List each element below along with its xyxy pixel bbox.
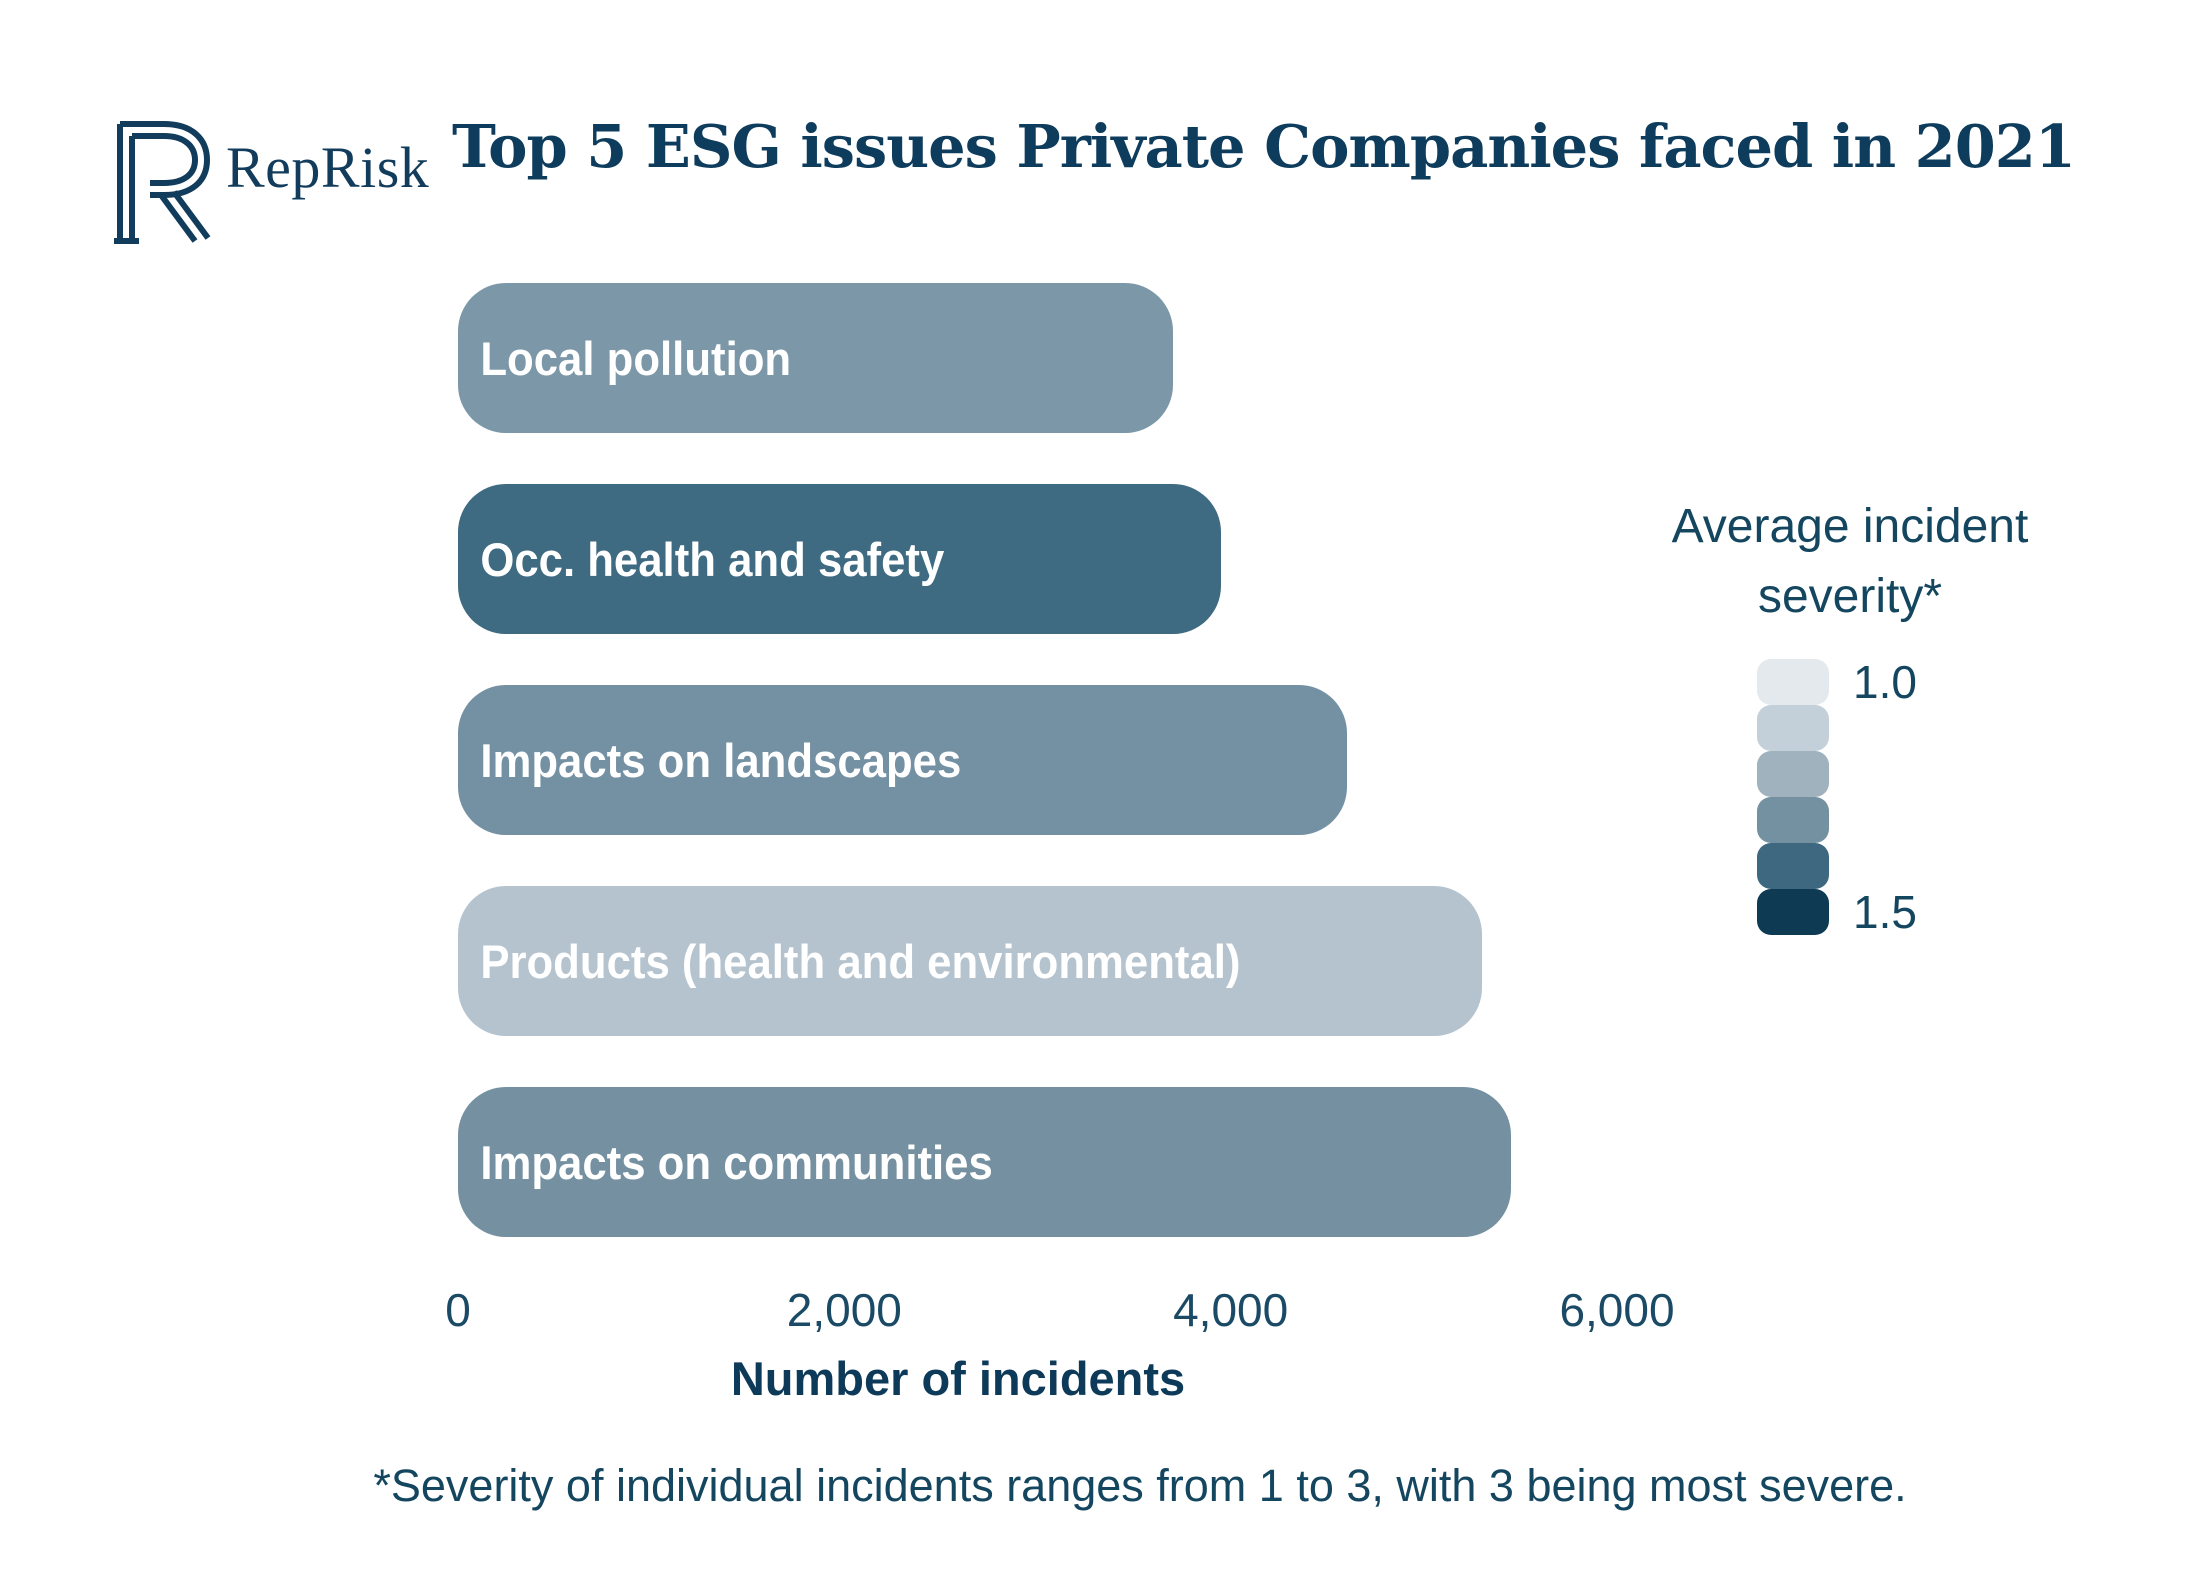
bar-impacts-on-communities: Impacts on communities <box>458 1087 1511 1237</box>
bar-local-pollution: Local pollution <box>458 283 1173 433</box>
bar-label: Impacts on communities <box>480 1135 993 1189</box>
bar-label: Impacts on landscapes <box>480 733 962 787</box>
legend-color-scale <box>1757 659 1829 935</box>
bar-chart-plot-area: Local pollution Occ. health and safety Imp… <box>445 283 1675 1423</box>
bar-label: Products (health and environmental) <box>480 934 1241 988</box>
legend-swatch-3 <box>1757 751 1829 797</box>
bar-products-health-and-environmental: Products (health and environmental) <box>458 886 1482 1036</box>
bar-label: Local pollution <box>480 331 792 385</box>
legend-swatch-2 <box>1757 705 1829 751</box>
bar-impacts-on-landscapes: Impacts on landscapes <box>458 685 1347 835</box>
reprisk-logo-icon <box>114 121 211 244</box>
bar-label: Occ. health and safety <box>480 532 945 586</box>
chart-title: Top 5 ESG issues Private Companies faced… <box>452 112 2076 181</box>
legend-swatch-5 <box>1757 843 1829 889</box>
severity-legend: Average incident severity* 1.0 1.5 <box>1640 492 2060 935</box>
x-tick-4000: 4,000 <box>1173 1284 1289 1336</box>
legend-swatch-6 <box>1757 889 1829 935</box>
severity-footnote: *Severity of individual incidents ranges… <box>373 1460 1907 1511</box>
reprisk-logo-wordmark: RepRisk <box>226 135 430 200</box>
legend-swatch-1 <box>1757 659 1829 705</box>
legend-swatch-4 <box>1757 797 1829 843</box>
legend-max-label: 1.5 <box>1853 886 1917 938</box>
x-axis-label: Number of incidents <box>730 1352 1186 1405</box>
x-tick-6000: 6,000 <box>1559 1284 1675 1336</box>
legend-title: Average incident severity* <box>1671 500 2029 623</box>
x-tick-2000: 2,000 <box>786 1284 902 1336</box>
bar-occ-health-and-safety: Occ. health and safety <box>458 484 1221 634</box>
legend-min-label: 1.0 <box>1853 656 1917 708</box>
x-tick-0: 0 <box>445 1284 471 1336</box>
